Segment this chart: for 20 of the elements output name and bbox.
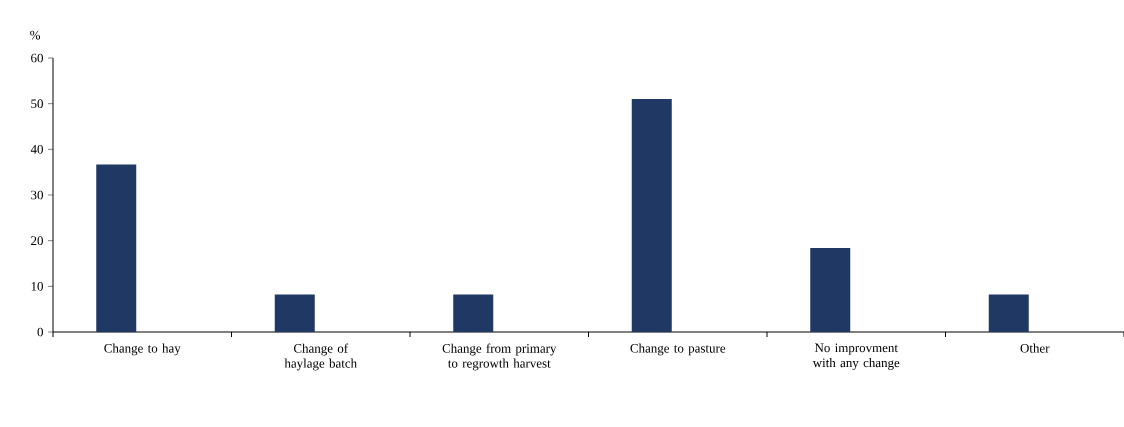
- y-tick-label: 50: [31, 99, 43, 109]
- y-tick-label: 40: [30, 144, 43, 154]
- bar: [453, 294, 494, 332]
- x-tick-label: Change to hay: [104, 343, 181, 356]
- y-tick-label: 10: [31, 281, 43, 291]
- x-tick-label: Change from primary to regrowth harvest: [442, 343, 557, 371]
- x-tick-label: Change to pasture: [630, 343, 726, 356]
- y-tick-label: 20: [31, 236, 43, 246]
- y-tick-label: 60: [31, 53, 43, 63]
- x-tick-label: No improvment with any change: [812, 343, 900, 370]
- x-tick-label: Other: [1020, 343, 1050, 353]
- y-tick-label: 0: [37, 327, 43, 337]
- y-axis-title: %: [30, 30, 41, 40]
- x-tick-label: Change of haylage batch: [284, 343, 357, 371]
- y-tick-label: 30: [31, 190, 43, 200]
- bar: [988, 294, 1029, 332]
- bar: [96, 164, 137, 332]
- bar: [810, 247, 851, 332]
- bar: [631, 99, 672, 332]
- bar: [274, 294, 315, 332]
